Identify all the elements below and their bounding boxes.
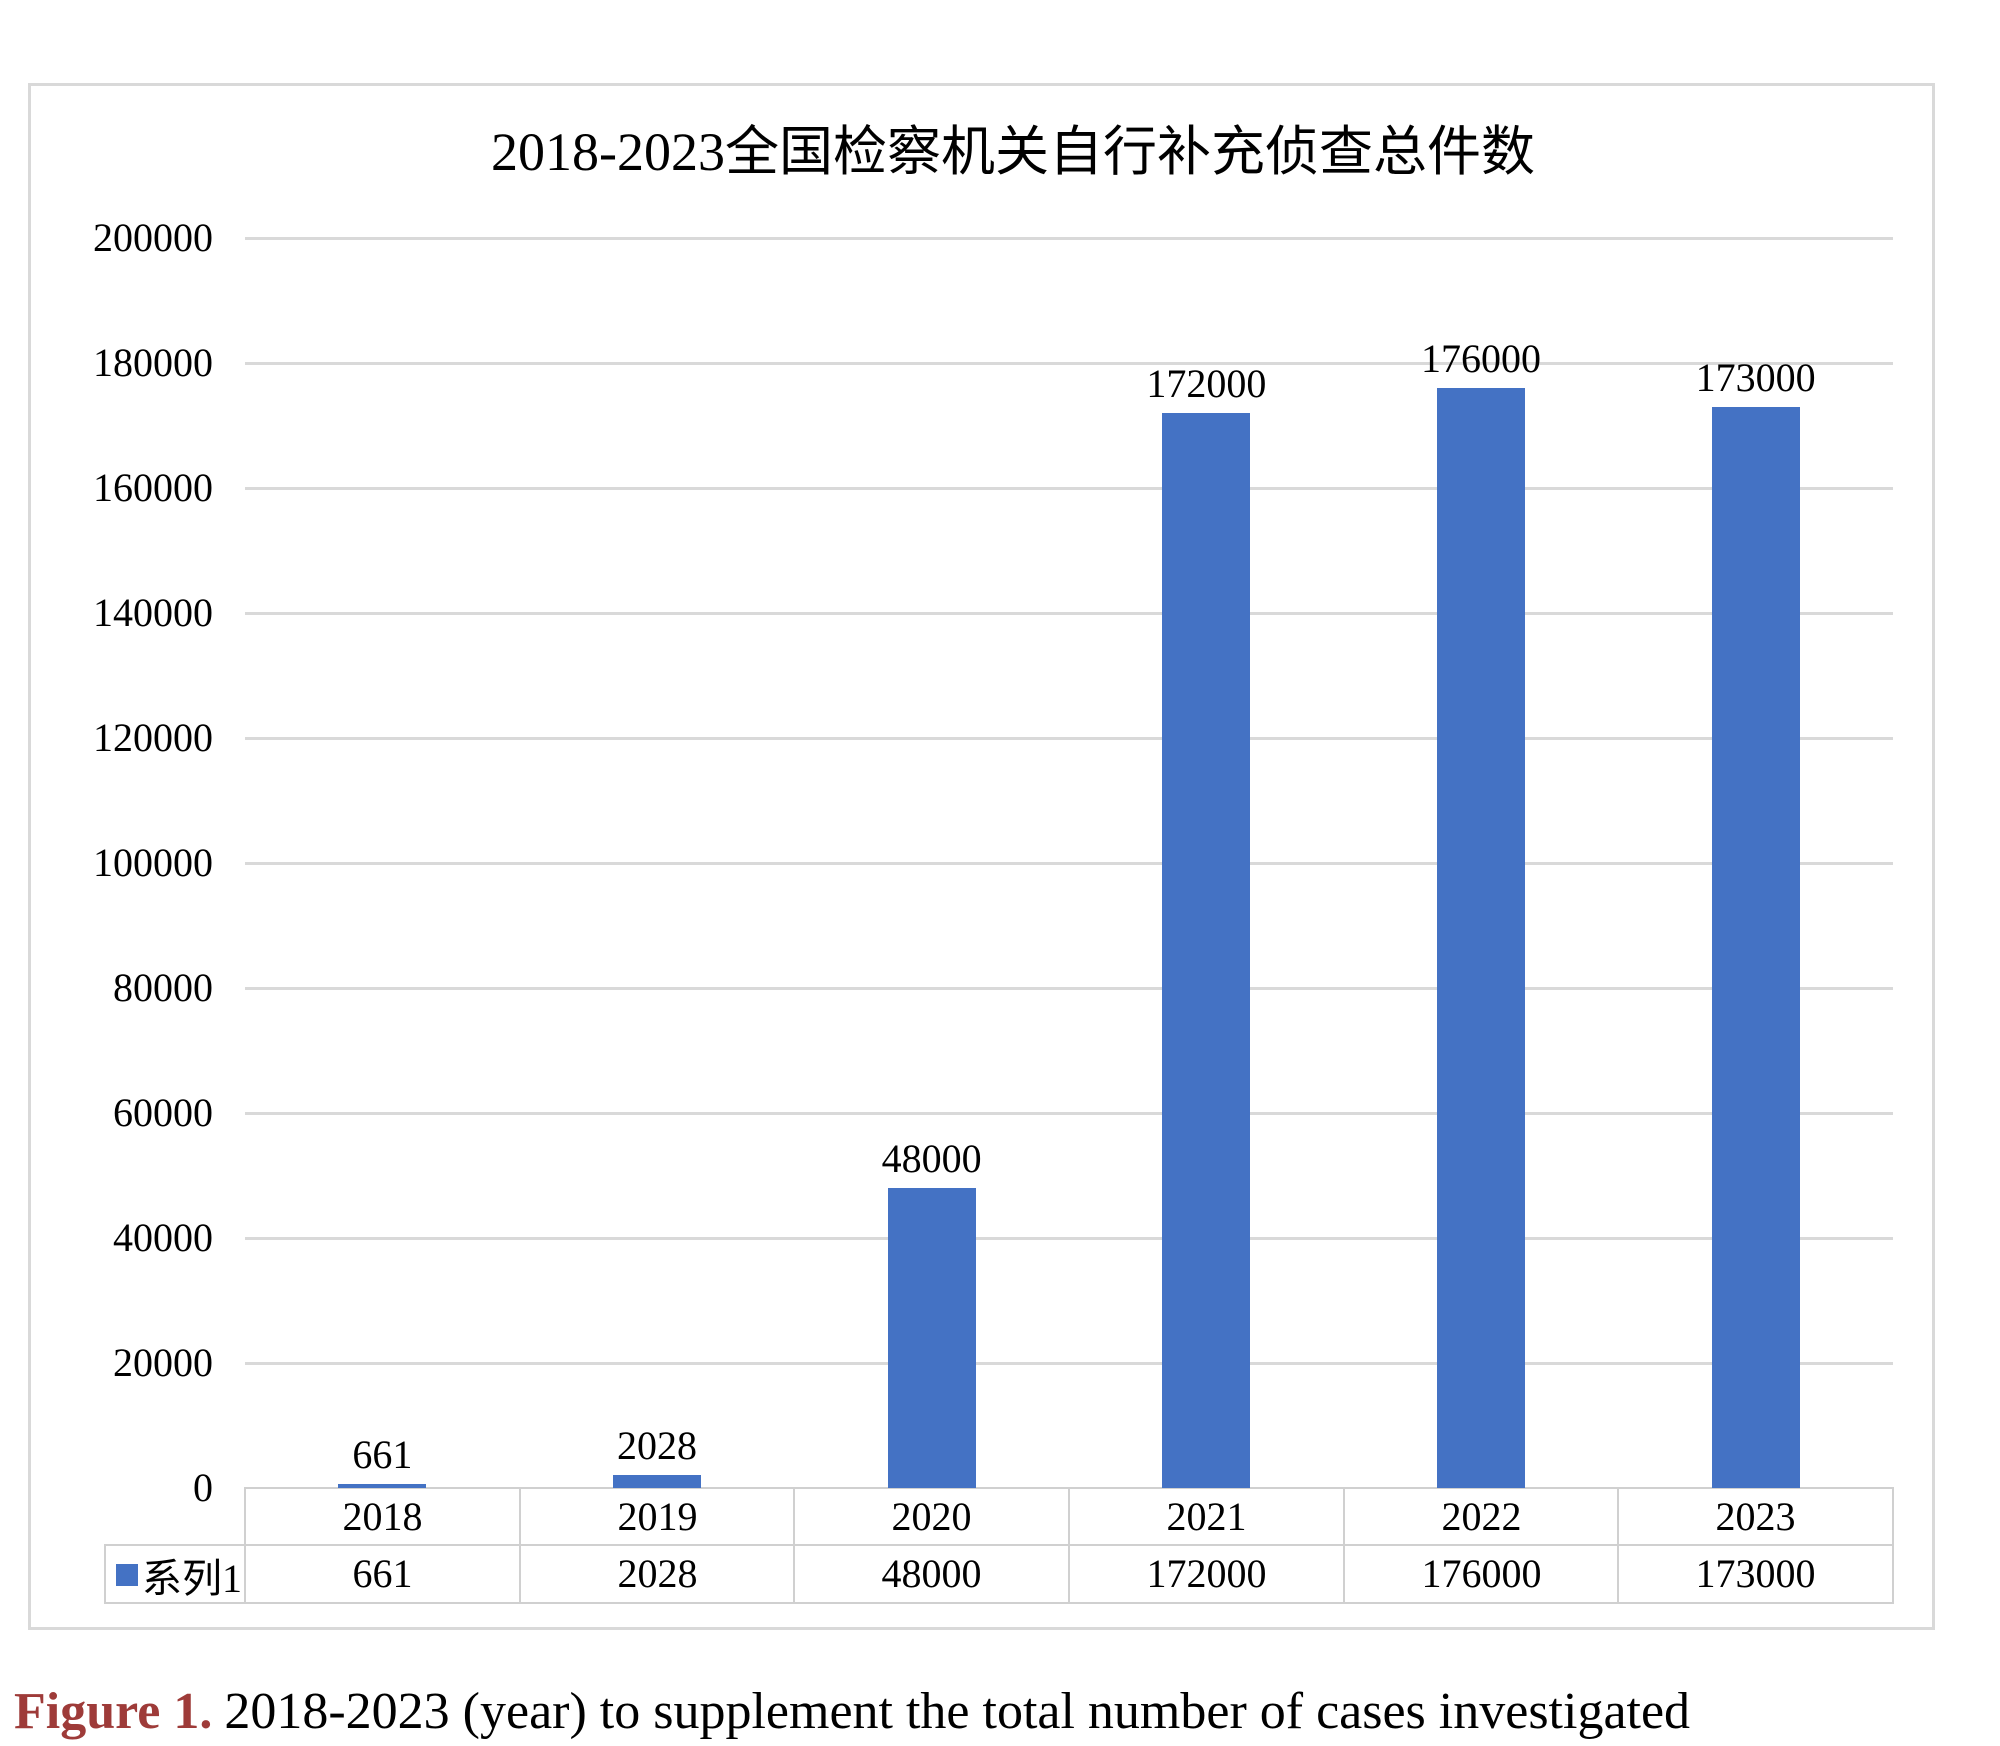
figure-caption-text: 2018-2023 (year) to supplement the total… (224, 1683, 1691, 1740)
bar-2018 (338, 1484, 427, 1488)
x-category-cell: 2020 (891, 1494, 972, 1539)
x-category-cell: 2018 (342, 1494, 423, 1539)
table-value-cell: 173000 (1695, 1551, 1816, 1596)
bar-value-label: 661 (352, 1432, 413, 1477)
table-border-line (244, 1487, 246, 1604)
y-axis-tick-label: 0 (193, 1465, 213, 1510)
gridline (245, 737, 1893, 740)
y-axis-tick-label: 180000 (93, 340, 213, 385)
y-axis-tick-label: 160000 (93, 465, 213, 510)
x-category-cell: 2022 (1441, 1494, 1522, 1539)
gridline (245, 1112, 1893, 1115)
gridline (245, 862, 1893, 865)
gridline (245, 987, 1893, 990)
bar-2022 (1437, 388, 1525, 1488)
bar-value-label: 176000 (1421, 336, 1541, 381)
y-axis-tick-label: 120000 (93, 715, 213, 760)
bar-value-label: 173000 (1695, 355, 1816, 400)
table-value-cell: 2028 (617, 1551, 698, 1596)
table-border-line (104, 1602, 1893, 1604)
figure-caption-label: Figure 1. (14, 1683, 213, 1740)
y-axis-tick-label: 140000 (93, 590, 213, 635)
figure-caption: Figure 1. 2018-2023 (year) to supplement … (14, 1682, 1994, 1742)
table-value-cell: 172000 (1146, 1551, 1267, 1596)
chart-title: 2018-2023全国检察机关自行补充侦查总件数 (491, 122, 1535, 182)
gridline (245, 487, 1893, 490)
table-border-line (104, 1544, 1893, 1546)
chart-frame (28, 83, 1935, 1630)
gridline (245, 612, 1893, 615)
table-value-cell: 48000 (881, 1551, 982, 1596)
bar-2021 (1162, 413, 1251, 1488)
table-border-line (104, 1544, 106, 1604)
table-border-line (1617, 1487, 1619, 1604)
y-axis-tick-label: 40000 (113, 1215, 213, 1260)
gridline (245, 1362, 1893, 1365)
gridline (245, 237, 1893, 240)
x-category-cell: 2023 (1715, 1494, 1796, 1539)
bar-2023 (1711, 407, 1800, 1488)
y-axis-tick-label: 200000 (93, 215, 213, 260)
bar-value-label: 48000 (881, 1136, 982, 1181)
y-axis-tick-label: 60000 (113, 1090, 213, 1135)
bar-2019 (613, 1475, 701, 1488)
plot-area (245, 237, 1893, 1488)
gridline (245, 362, 1893, 365)
y-axis-tick-label: 80000 (113, 965, 213, 1010)
y-axis-tick-label: 100000 (93, 840, 213, 885)
bar-value-label: 172000 (1146, 361, 1267, 406)
table-value-cell: 661 (352, 1551, 413, 1596)
gridline (245, 1237, 1893, 1240)
bar-value-label: 2028 (617, 1423, 697, 1468)
y-axis-tick-label: 20000 (113, 1340, 213, 1385)
legend-color-swatch (116, 1564, 138, 1586)
legend-series-label: 系列1 (142, 1556, 242, 1601)
table-border-line (793, 1487, 795, 1604)
bar-2020 (887, 1188, 976, 1488)
table-border-line (1892, 1487, 1894, 1604)
table-border-line (1343, 1487, 1345, 1604)
table-value-cell: 176000 (1421, 1551, 1542, 1596)
table-border-line (1068, 1487, 1070, 1604)
x-category-cell: 2019 (617, 1494, 698, 1539)
x-category-cell: 2021 (1166, 1494, 1247, 1539)
table-border-line (519, 1487, 521, 1604)
legend: 系列1 (116, 1549, 242, 1601)
